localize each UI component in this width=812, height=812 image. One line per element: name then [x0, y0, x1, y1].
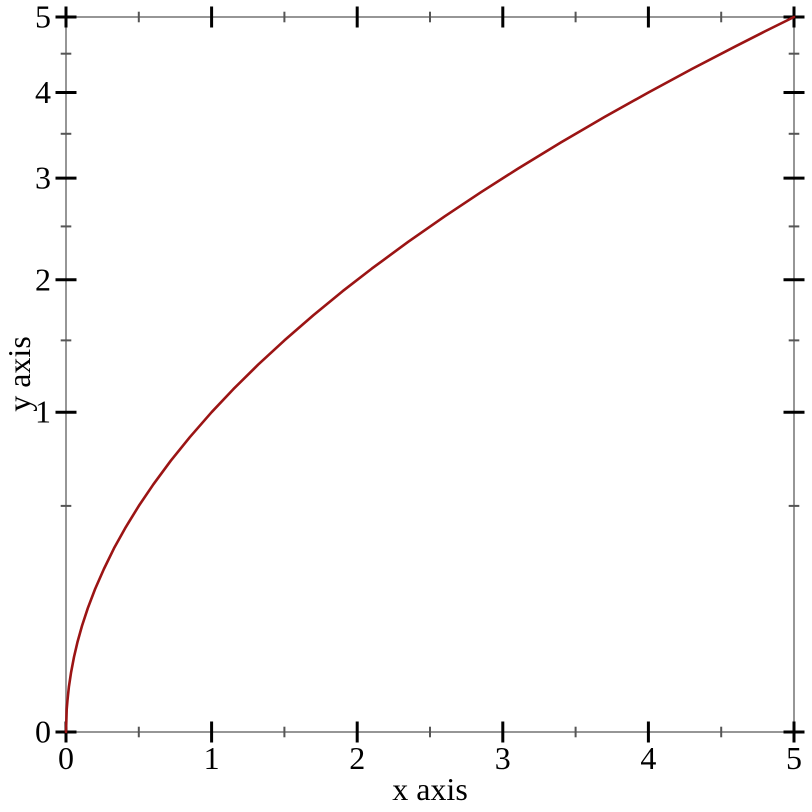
chart-generated-layer: 0 1 2 3 4 5 0 1 2 3 4 5: [35, 0, 805, 776]
x-tick-label: 3: [495, 740, 511, 776]
y-tick-label: 3: [35, 160, 51, 196]
y-tick-label: 5: [35, 0, 51, 35]
y-tick-label: 0: [35, 714, 51, 750]
y-tick-label: 2: [35, 261, 51, 297]
x-tick-label: 5: [786, 740, 802, 776]
x-axis-title: x axis: [392, 771, 468, 807]
function-curve: [64, 15, 796, 734]
x-tick-label: 4: [640, 740, 656, 776]
x-tick-label: 0: [58, 740, 74, 776]
y-tick-label: 1: [35, 394, 51, 430]
plot-frame: [65, 16, 795, 733]
y-tick-label: 4: [35, 74, 51, 110]
x-tick-label: 2: [349, 740, 365, 776]
x-tick-label: 1: [204, 740, 220, 776]
y-axis-title: y axis: [1, 336, 37, 412]
